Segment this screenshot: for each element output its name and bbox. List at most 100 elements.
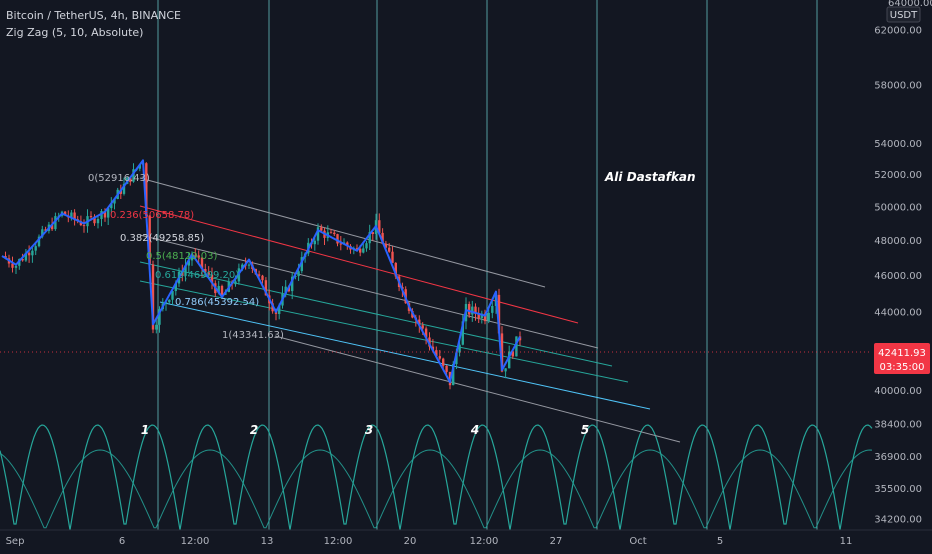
- candle-body: [41, 229, 44, 237]
- sine-wave-short: [0, 424, 873, 531]
- candle-body: [511, 351, 514, 357]
- fib-level-label: 0.5(48129.03): [146, 251, 218, 262]
- candle-body: [483, 313, 487, 322]
- candle-body: [487, 312, 490, 321]
- candle-body: [362, 248, 365, 253]
- candle-body: [184, 265, 187, 276]
- candle-body: [424, 328, 428, 338]
- candle-body: [21, 259, 24, 261]
- candle-body: [34, 246, 37, 251]
- candle-body: [207, 272, 210, 275]
- candle-body: [461, 321, 464, 345]
- candle-body: [477, 314, 480, 319]
- time-tick-label: 12:00: [181, 536, 210, 547]
- candle-body: [418, 319, 421, 326]
- candle-body: [438, 356, 441, 359]
- candle-body: [297, 271, 300, 277]
- candle-body: [171, 291, 174, 300]
- time-tick-label: 27: [550, 536, 563, 547]
- candle-body: [113, 199, 116, 204]
- candle-body: [264, 280, 268, 296]
- candle-body: [284, 286, 287, 294]
- cycle-lines: [157, 0, 818, 530]
- candle-body: [138, 164, 141, 169]
- cycle-label-5: 5: [581, 423, 589, 437]
- candle-body: [37, 236, 41, 247]
- candle-body: [93, 216, 96, 224]
- candle-body: [316, 227, 320, 241]
- candle-body: [452, 364, 455, 386]
- author-watermark: Ali Dastafkan: [604, 170, 696, 184]
- price-tick-label: 58000.00: [874, 80, 922, 91]
- candle-body: [190, 255, 194, 261]
- candle-body: [89, 216, 93, 218]
- candle-body: [388, 247, 391, 252]
- time-tick-label: 13: [261, 536, 274, 547]
- indicator-legend[interactable]: Zig Zag (5, 10, Absolute): [6, 26, 144, 39]
- candle-body: [63, 211, 67, 216]
- candle-body: [455, 352, 458, 365]
- price-axis[interactable]: 64000.00 USDT 62000.00 58000.00 54000.00 52…: [873, 0, 932, 530]
- candle-body: [129, 177, 132, 182]
- candle-body: [31, 250, 34, 256]
- price-tick-label: 34200.00: [874, 515, 922, 526]
- candle-body: [257, 274, 261, 276]
- candle-body: [435, 350, 438, 357]
- candle-body: [14, 265, 18, 268]
- fib-level-label: 0.236(50658.78): [110, 210, 194, 221]
- candle-body: [381, 232, 384, 244]
- channel-line: [159, 301, 651, 410]
- candle-body: [194, 255, 197, 257]
- candle-body: [241, 264, 244, 269]
- time-tick-label: Oct: [629, 536, 646, 547]
- time-tick-label: 12:00: [470, 536, 499, 547]
- candle-body: [73, 212, 76, 220]
- price-tick-label: 35500.00: [874, 484, 922, 495]
- cycle-label-1: 1: [141, 423, 149, 437]
- candle-body: [371, 232, 374, 234]
- candle-body: [70, 212, 73, 218]
- candle-body: [355, 248, 359, 250]
- zigzag-line: [1, 159, 521, 384]
- candle-body: [247, 264, 251, 266]
- candle-body: [428, 337, 431, 347]
- channel-line: [139, 234, 599, 349]
- candle-body: [313, 240, 316, 245]
- candle-body: [181, 271, 184, 276]
- candle-body: [174, 283, 177, 291]
- candle-body: [217, 286, 220, 294]
- cycle-labels: 1 2 3 4 5: [141, 423, 589, 437]
- time-tick-label: 11: [840, 536, 853, 547]
- zigzag-indicator: [1, 159, 521, 384]
- time-tick-label: Sep: [6, 536, 25, 547]
- time-axis[interactable]: Sep 6 12:00 13 12:00 20 12:00 27 Oct 5 11: [0, 529, 932, 550]
- candle-body: [103, 211, 107, 218]
- symbol-title[interactable]: Bitcoin / TetherUS, 4h, BINANCE: [6, 9, 182, 22]
- candle-body: [458, 344, 461, 353]
- candle-body: [515, 336, 518, 357]
- fib-retracement: 0(52916.43) 0.236(50658.78) 0.382(49258.85…: [88, 173, 284, 341]
- fib-level-label: 0.618(46999.20): [155, 270, 239, 281]
- candle-body: [27, 252, 31, 256]
- price-tick-label: 62000.00: [874, 26, 922, 37]
- candle-body: [44, 229, 47, 231]
- candle-body: [291, 276, 294, 292]
- candle-body: [100, 211, 103, 219]
- candle-body: [474, 306, 477, 314]
- current-price-badge: [874, 343, 930, 374]
- price-tick-label: 54000.00: [874, 139, 922, 150]
- fib-level-label: 0.382(49258.85): [120, 233, 204, 244]
- time-ticks: Sep 6 12:00 13 12:00 20 12:00 27 Oct 5 11: [6, 536, 853, 547]
- candle-body: [294, 276, 297, 277]
- candle-body: [480, 313, 483, 319]
- candle-body: [148, 215, 151, 265]
- candle-body: [329, 232, 333, 234]
- currency-label: USDT: [890, 10, 918, 21]
- time-tick-label: 5: [717, 536, 723, 547]
- candle-body: [187, 260, 190, 266]
- currency-badge[interactable]: [886, 6, 921, 23]
- candle-body: [132, 169, 135, 182]
- fib-level-label: 1(43341.63): [222, 330, 284, 341]
